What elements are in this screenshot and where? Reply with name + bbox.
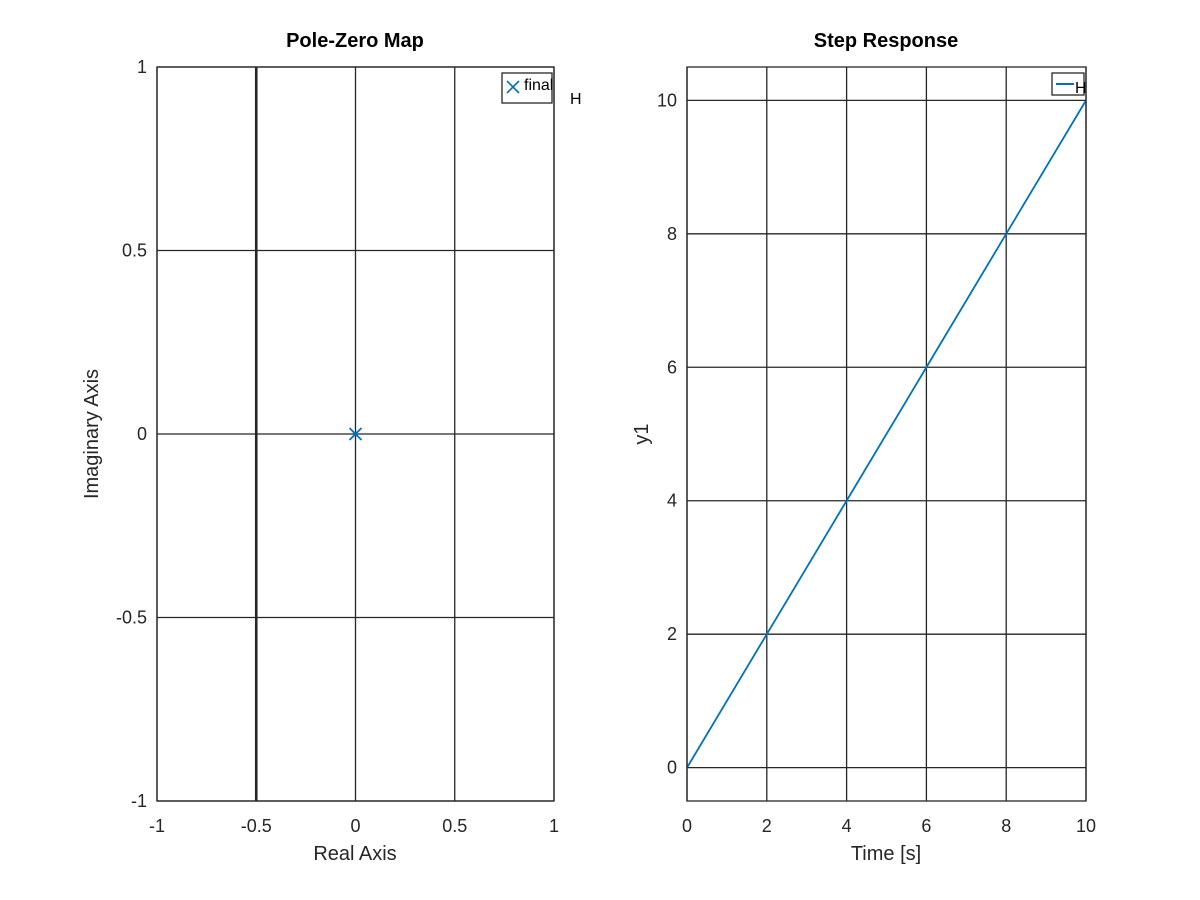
pz-legend-box bbox=[501, 72, 553, 104]
sr-y-tick-label: 10 bbox=[657, 90, 677, 110]
step-response-plot: 0 2 4 6 8 10 0 2 4 6 8 10 Step Response Time [s] y… bbox=[631, 30, 1096, 865]
pz-y-tick-label: 0 bbox=[137, 424, 147, 444]
pole-x-stroke bbox=[348, 427, 363, 441]
sr-x-tick-label: 4 bbox=[842, 816, 852, 836]
sr-title: Step Response bbox=[814, 30, 958, 52]
pz-xlabel: Real Axis bbox=[313, 843, 396, 865]
sr-xlabel: Time [s] bbox=[851, 843, 921, 865]
sr-legend: H bbox=[1051, 72, 1087, 97]
sr-ylabel: y1 bbox=[631, 423, 653, 444]
pz-y-tick-label: 1 bbox=[137, 57, 147, 77]
sr-y-tick-label: 0 bbox=[667, 758, 677, 778]
step-response-line bbox=[686, 99, 1087, 769]
pz-x-tick-label: 0 bbox=[350, 816, 360, 836]
sr-legend-label: H bbox=[1075, 80, 1087, 97]
pz-legend: final bbox=[501, 72, 553, 104]
sr-y-tick-labels: 0 2 4 6 8 10 bbox=[657, 90, 677, 777]
sr-x-tick-label: 6 bbox=[921, 816, 931, 836]
pz-title: Pole-Zero Map bbox=[286, 30, 424, 52]
sr-y-tick-label: 8 bbox=[667, 224, 677, 244]
sr-y-tick-label: 6 bbox=[667, 357, 677, 377]
pz-y-tick-label: 0.5 bbox=[122, 241, 147, 261]
sr-x-tick-label: 2 bbox=[762, 816, 772, 836]
pz-x-tick-label: 1 bbox=[549, 816, 559, 836]
pz-stray-label: H bbox=[570, 91, 582, 108]
sr-x-tick-labels: 0 2 4 6 8 10 bbox=[682, 816, 1096, 836]
sr-y-tick-label: 4 bbox=[667, 491, 677, 511]
pz-x-tick-labels: -1 -0.5 0 0.5 1 bbox=[149, 816, 559, 836]
pz-axes-frame bbox=[156, 66, 555, 802]
sr-x-tick-label: 0 bbox=[682, 816, 692, 836]
pole-zero-map-plot: -1 -0.5 0 0.5 1 -1 -0.5 0 0.5 1 Pole-Zero Map Re… bbox=[81, 30, 582, 865]
pz-y-tick-label: -0.5 bbox=[116, 608, 147, 628]
pz-legend-x-marker-icon bbox=[506, 80, 520, 94]
sr-axes-frame bbox=[686, 66, 1087, 802]
pz-x-tick-label: -1 bbox=[149, 816, 165, 836]
sr-x-tick-label: 10 bbox=[1076, 816, 1096, 836]
pz-x-tick-label: -0.5 bbox=[241, 816, 272, 836]
pole-x-marker bbox=[348, 427, 363, 441]
pz-marks bbox=[254, 67, 363, 801]
pz-y-tick-label: -1 bbox=[131, 791, 147, 811]
pz-ylabel: Imaginary Axis bbox=[81, 369, 103, 499]
sr-marks bbox=[686, 99, 1087, 769]
pz-y-tick-labels: -1 -0.5 0 0.5 1 bbox=[116, 57, 147, 811]
sr-y-tick-label: 2 bbox=[667, 624, 677, 644]
pz-x-tick-label: 0.5 bbox=[442, 816, 467, 836]
sr-x-tick-label: 8 bbox=[1001, 816, 1011, 836]
pz-legend-label: final bbox=[524, 77, 553, 94]
